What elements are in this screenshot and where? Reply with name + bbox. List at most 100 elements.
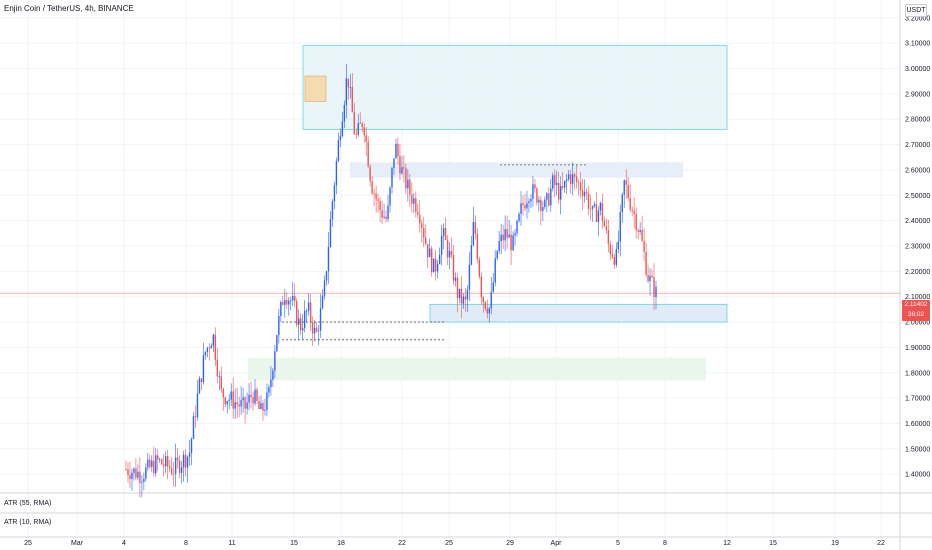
order-block-zone	[304, 75, 327, 102]
price-axis-label: 2.00000	[905, 320, 930, 327]
candle-body	[456, 277, 459, 299]
candle-body	[252, 397, 254, 404]
candle-body	[508, 234, 510, 238]
candle-body	[413, 198, 415, 204]
candle-body	[492, 282, 494, 292]
candle-body	[647, 275, 649, 282]
candle-body	[296, 301, 298, 325]
last-price-badge: 2.11402 36:02	[902, 300, 930, 321]
time-axis-label: 4	[122, 540, 126, 547]
candle-body	[256, 389, 258, 401]
candle-body	[397, 143, 399, 157]
candle-body	[294, 295, 296, 302]
candle-body	[226, 401, 228, 405]
candle-body	[305, 310, 308, 312]
candle-body	[452, 255, 455, 281]
candle-body	[419, 214, 421, 224]
candle-body	[399, 156, 401, 174]
price-axis-label: 2.30000	[905, 244, 930, 251]
price-axis-label: 1.80000	[905, 370, 930, 377]
candle-body	[381, 210, 383, 218]
candle-body	[278, 315, 280, 336]
candle-body	[137, 471, 139, 478]
candle-body	[474, 222, 477, 234]
candle-body	[244, 397, 246, 409]
candle-body	[369, 166, 371, 182]
candle-body	[272, 370, 274, 380]
candle-body	[232, 391, 234, 409]
price-axis-label: 2.10000	[905, 294, 930, 301]
candle-body	[151, 460, 153, 467]
candle-body	[635, 213, 637, 231]
candle-body	[446, 240, 449, 258]
candle-body	[421, 223, 423, 228]
candle-body	[377, 199, 379, 202]
supply-zone	[302, 45, 728, 130]
candle-body	[494, 258, 496, 283]
candle-body	[204, 351, 207, 356]
time-axis-label: 11	[228, 540, 235, 547]
candle-body	[536, 188, 538, 203]
candle-body	[498, 240, 500, 252]
candle-body	[145, 467, 147, 479]
candle-body	[288, 300, 290, 305]
candle-body	[450, 250, 453, 256]
candle-body	[323, 280, 326, 296]
candle-body	[562, 185, 564, 188]
candle-body	[466, 289, 469, 300]
time-axis-label: Mar	[71, 540, 84, 547]
candle-body	[625, 180, 627, 185]
candle-body	[206, 347, 209, 352]
candle-body	[417, 211, 419, 215]
candle-body	[643, 240, 645, 253]
candle-body	[548, 193, 550, 206]
candle-body	[550, 188, 552, 206]
candle-body	[375, 193, 377, 200]
candle-body	[587, 193, 590, 209]
candle-body	[301, 328, 304, 331]
candle-body	[405, 168, 407, 189]
candle-body	[432, 258, 435, 273]
candle-body	[347, 78, 350, 88]
candle-body	[484, 302, 486, 309]
candle-body	[186, 456, 189, 468]
candle-body	[159, 459, 161, 461]
candle-body	[571, 174, 574, 184]
candle-body	[141, 481, 143, 483]
candle-body	[234, 402, 236, 409]
candle-body	[319, 308, 322, 331]
candle-body	[363, 127, 365, 136]
candle-body	[161, 459, 163, 465]
price-axis-label: 1.50000	[905, 446, 930, 453]
candle-body	[434, 258, 437, 272]
candle-body	[212, 334, 215, 346]
candle-body	[210, 345, 213, 349]
currency-badge[interactable]: USDT	[905, 4, 927, 17]
time-axis-label: 5	[616, 540, 620, 547]
candle-body	[327, 246, 330, 272]
time-axis-label: 8	[184, 540, 188, 547]
candle-body	[184, 454, 187, 468]
candle-body	[280, 301, 282, 316]
candle-body	[395, 143, 397, 159]
candle-body	[504, 229, 506, 241]
candle-body	[621, 194, 623, 213]
candle-body	[502, 234, 504, 241]
candle-body	[454, 277, 457, 281]
candle-body	[569, 174, 572, 184]
candle-body	[200, 378, 203, 383]
candle-body	[577, 182, 580, 184]
candle-body	[619, 212, 621, 242]
candle-body	[125, 469, 127, 470]
candle-body	[438, 254, 441, 264]
candle-body	[216, 359, 219, 377]
candle-body	[409, 179, 411, 195]
candle-body	[393, 158, 395, 168]
candle-body	[653, 277, 655, 298]
candle-body	[228, 399, 230, 402]
time-axis-label: 8	[663, 540, 667, 547]
candle-body	[198, 378, 201, 394]
candle-body	[188, 453, 191, 457]
price-axis-label: 2.70000	[905, 142, 930, 149]
